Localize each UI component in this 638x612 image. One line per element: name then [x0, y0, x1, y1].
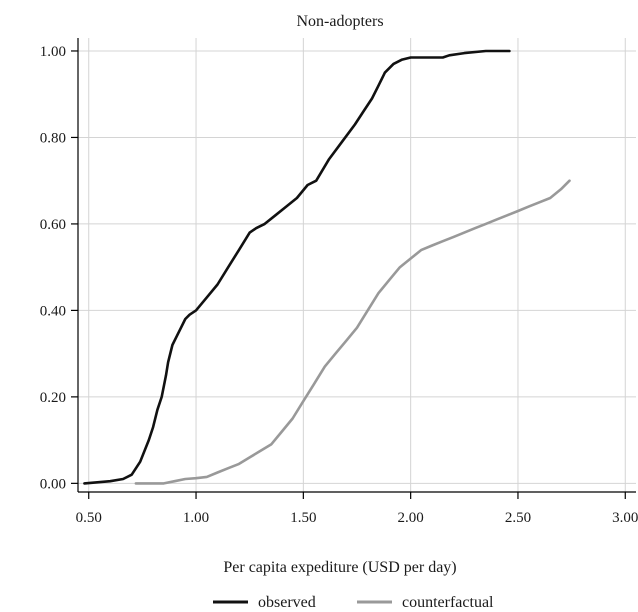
axes [77, 38, 636, 493]
tick-marks [71, 50, 626, 499]
y-tick-label: 0.80 [40, 130, 66, 146]
legend: observed counterfactual [213, 594, 494, 611]
series-lines [83, 49, 571, 485]
x-axis-title: Per capita expediture (USD per day) [223, 559, 456, 576]
x-tick-label: 2.50 [505, 510, 531, 526]
y-tick-label: 0.40 [40, 303, 66, 319]
grid-lines [78, 38, 636, 492]
y-tick-label: 0.60 [40, 217, 66, 233]
x-tick-label: 1.50 [290, 510, 316, 526]
x-tick-label: 2.00 [398, 510, 424, 526]
legend-label-observed: observed [258, 594, 316, 611]
series-line-counterfactual [134, 179, 571, 485]
y-tick-label: 0.00 [40, 476, 66, 492]
y-tick-label: 0.20 [40, 390, 66, 406]
tick-labels: 0.50 1.00 1.50 2.00 2.50 3.00 0.00 0.20 0.40 0.60… [40, 44, 638, 526]
x-tick-label: 0.50 [76, 510, 102, 526]
series-line-observed [83, 49, 511, 485]
x-tick-label: 1.00 [183, 510, 209, 526]
legend-label-counterfactual: counterfactual [402, 594, 494, 611]
y-tick-label: 1.00 [40, 44, 66, 60]
x-tick-label: 3.00 [612, 510, 638, 526]
chart-title: Non-adopters [296, 13, 383, 30]
